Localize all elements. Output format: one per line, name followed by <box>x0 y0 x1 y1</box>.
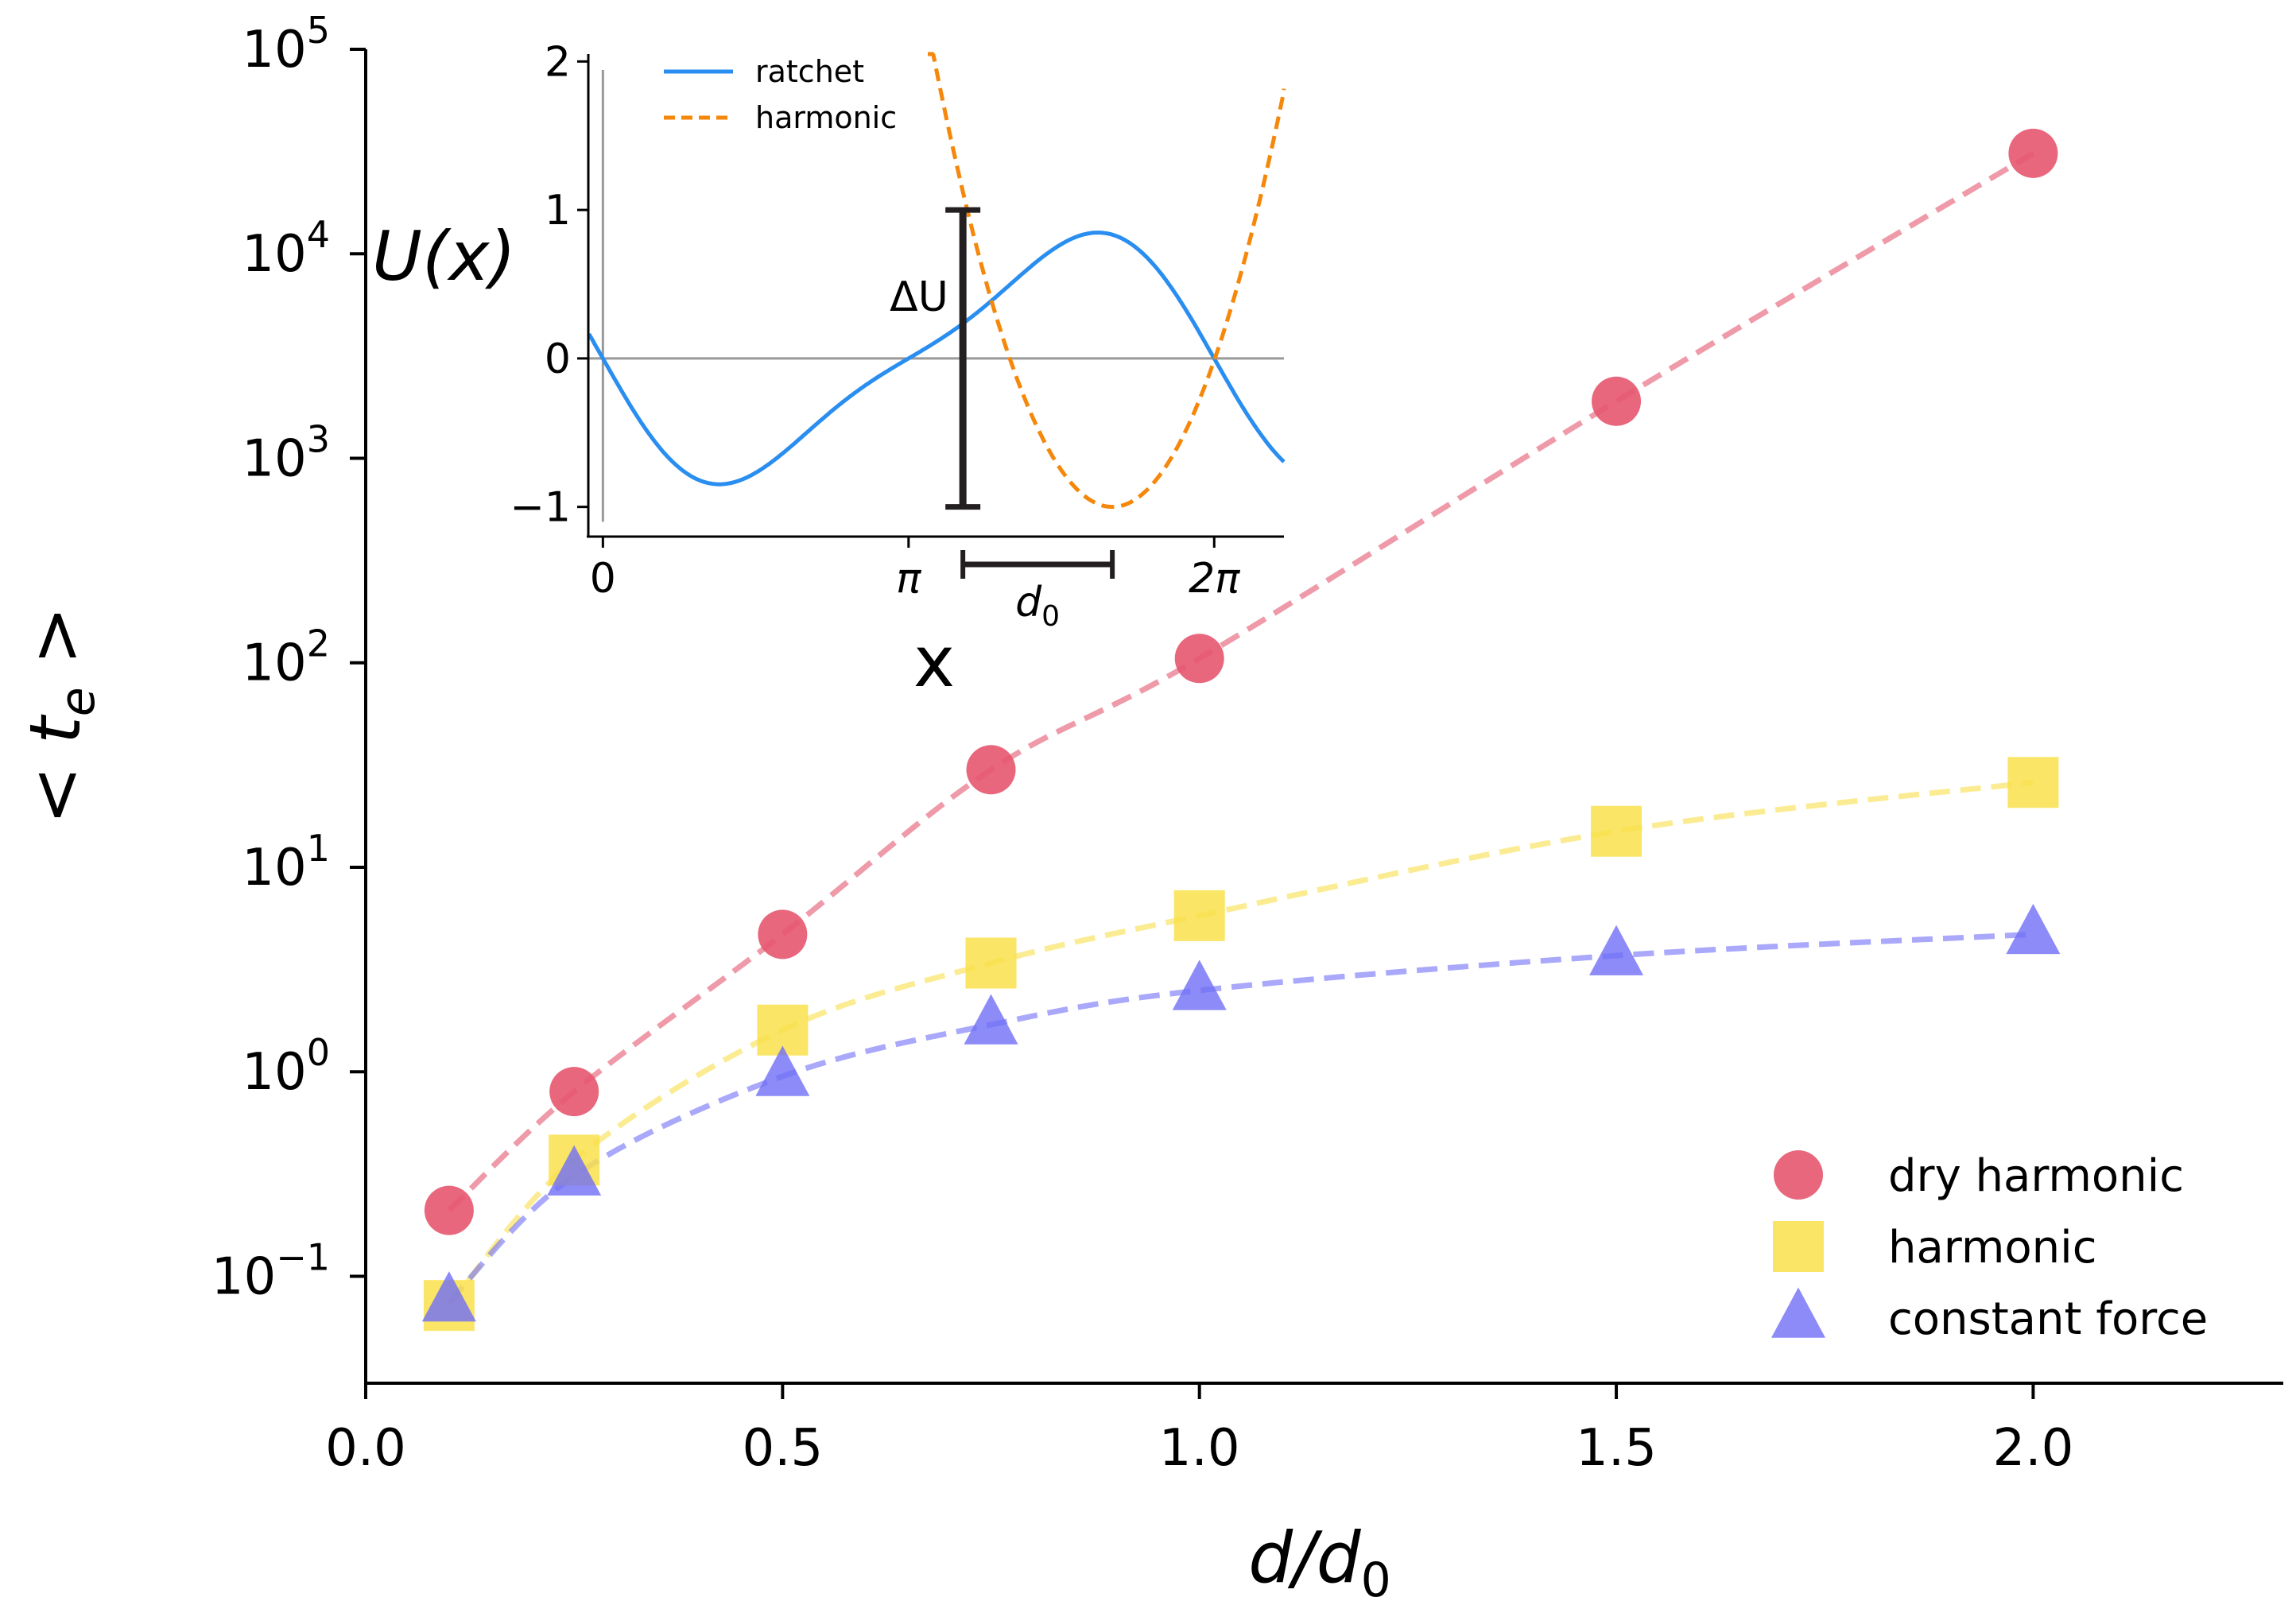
legend-marker-dry-harmonic <box>1774 1150 1823 1200</box>
data-point-constant-force <box>1589 925 1644 975</box>
main-y-tick-label: 102 <box>242 622 330 693</box>
inset-annotations: ΔU d0 <box>890 207 1115 633</box>
delta-u-label: ΔU <box>890 273 948 321</box>
main-y-tick-label: 104 <box>242 213 330 284</box>
main-series-markers <box>421 128 2061 1332</box>
main-x-tick-label: 0.0 <box>325 1419 406 1478</box>
data-point-dry-harmonic <box>424 1185 474 1235</box>
main-x-axis-title: d/d0 <box>1248 1517 1391 1605</box>
data-point-constant-force <box>421 1271 476 1322</box>
main-legend: dry harmonic harmonic constant force <box>1771 1150 2208 1345</box>
inset-y-tick-label: 1 <box>545 187 571 235</box>
main-y-tick-label: 105 <box>242 9 330 79</box>
inset-x-axis-title: x <box>913 621 955 703</box>
main-y-tick-label: 101 <box>242 827 330 897</box>
main-y-tick-label: 10−1 <box>211 1235 330 1306</box>
inset-x-tick-label: π <box>896 555 921 603</box>
data-point-harmonic <box>1591 805 1642 857</box>
data-point-dry-harmonic <box>2008 128 2058 178</box>
data-point-constant-force <box>755 1045 810 1096</box>
data-point-dry-harmonic <box>758 909 808 960</box>
data-point-constant-force <box>547 1145 602 1196</box>
data-point-harmonic <box>2007 757 2059 808</box>
inset-reference-lines <box>588 70 1284 522</box>
main-y-axis-title: < te > <box>14 607 106 825</box>
inset-y-axis-title: U(x) <box>372 217 516 297</box>
data-point-constant-force <box>2006 903 2061 955</box>
inset-y-tick-label: 2 <box>545 38 571 86</box>
legend-label-harmonic: harmonic <box>1888 1222 2097 1274</box>
main-x-axis-ticks: 0.0 0.5 1.0 1.5 2.0 <box>325 1383 2073 1478</box>
inset-x-tick-label: 0 <box>590 555 616 603</box>
inset-legend-label-ratchet: ratchet <box>755 54 864 89</box>
data-point-dry-harmonic <box>1592 376 1642 426</box>
inset-y-tick-label: 0 <box>545 335 571 383</box>
main-y-tick-label: 100 <box>242 1031 330 1102</box>
data-point-dry-harmonic <box>966 745 1016 795</box>
inset-x-axis-ticks: 0 π 2π <box>590 537 1240 603</box>
d0-label: d0 <box>1015 579 1060 633</box>
main-x-tick-label: 1.0 <box>1159 1419 1240 1478</box>
main-y-tick-label: 103 <box>242 417 330 488</box>
main-y-axis-ticks: 10−1 100 101 102 103 104 105 <box>211 9 366 1306</box>
inset-line-harmonic <box>928 52 1286 510</box>
legend-marker-constant-force <box>1771 1287 1825 1338</box>
main-x-tick-label: 2.0 <box>1993 1419 2074 1478</box>
inset-series-lines <box>587 52 1286 510</box>
data-point-harmonic <box>965 937 1017 989</box>
data-point-dry-harmonic <box>1174 634 1224 684</box>
inset-line-ratchet <box>587 231 1286 487</box>
inset-x-tick-label: 2π <box>1189 555 1240 603</box>
data-point-dry-harmonic <box>549 1067 599 1117</box>
inset-legend-label-harmonic: harmonic <box>755 100 897 135</box>
main-x-tick-label: 0.5 <box>742 1419 823 1478</box>
legend-label-constant-force: constant force <box>1888 1293 2208 1345</box>
data-point-constant-force <box>964 994 1018 1045</box>
legend-label-dry-harmonic: dry harmonic <box>1888 1150 2184 1202</box>
legend-marker-harmonic <box>1773 1221 1824 1272</box>
inset-y-axis-ticks: −1 0 1 2 <box>510 38 588 532</box>
main-x-tick-label: 1.5 <box>1576 1419 1657 1478</box>
inset-legend: ratchet harmonic <box>664 54 897 135</box>
data-point-harmonic <box>1173 890 1225 941</box>
inset-y-tick-label: −1 <box>510 484 571 532</box>
series-line-dry-harmonic <box>447 150 2035 1213</box>
inset-chart: ΔU d0 −1 0 1 2 0 π 2π x U(x) ratchet harmonic <box>372 38 1286 703</box>
data-point-constant-force <box>1172 960 1227 1010</box>
